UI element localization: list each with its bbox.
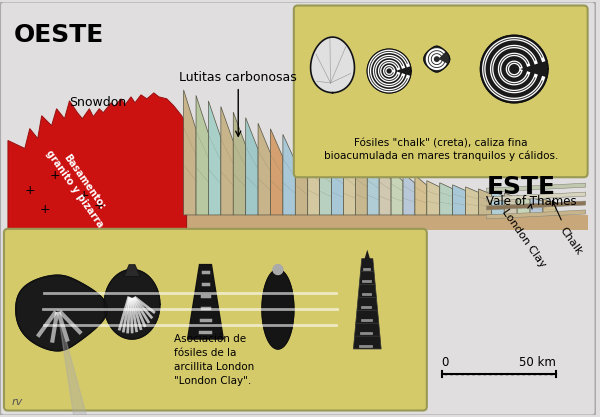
Polygon shape: [487, 183, 586, 192]
Polygon shape: [124, 264, 140, 276]
Polygon shape: [367, 49, 411, 93]
Polygon shape: [355, 323, 380, 336]
Text: 0: 0: [442, 356, 449, 369]
FancyBboxPatch shape: [294, 5, 587, 177]
Polygon shape: [358, 284, 376, 297]
Polygon shape: [487, 201, 586, 210]
Polygon shape: [491, 191, 504, 215]
Polygon shape: [517, 195, 530, 215]
Polygon shape: [353, 336, 381, 349]
Circle shape: [273, 264, 283, 274]
Polygon shape: [415, 175, 427, 215]
Polygon shape: [481, 35, 548, 103]
Polygon shape: [466, 187, 478, 215]
Polygon shape: [379, 168, 391, 215]
Polygon shape: [233, 112, 245, 215]
Polygon shape: [295, 140, 308, 215]
Polygon shape: [245, 118, 258, 215]
Polygon shape: [8, 93, 187, 230]
Text: Snowdon: Snowdon: [70, 96, 127, 109]
Polygon shape: [271, 129, 283, 215]
Polygon shape: [530, 197, 543, 215]
Polygon shape: [258, 123, 271, 215]
Polygon shape: [283, 134, 295, 215]
Text: +: +: [94, 198, 104, 211]
Polygon shape: [359, 271, 375, 284]
Polygon shape: [403, 173, 415, 215]
Polygon shape: [58, 309, 101, 417]
Polygon shape: [308, 153, 320, 215]
Polygon shape: [543, 199, 556, 215]
Polygon shape: [504, 193, 517, 215]
Polygon shape: [104, 269, 160, 339]
Polygon shape: [320, 156, 332, 215]
Text: Basamento:
granito y pizarra: Basamento: granito y pizarra: [44, 141, 115, 229]
Polygon shape: [440, 183, 452, 215]
Polygon shape: [357, 297, 377, 310]
Polygon shape: [311, 37, 355, 93]
Text: Asociación de
fósiles de la
arcillita London
"London Clay".: Asociación de fósiles de la arcillita Lo…: [174, 334, 254, 386]
Polygon shape: [452, 185, 466, 215]
Polygon shape: [196, 95, 208, 215]
Polygon shape: [364, 250, 370, 260]
Polygon shape: [8, 215, 587, 230]
Polygon shape: [355, 163, 367, 215]
Text: Chalk: Chalk: [553, 201, 584, 256]
Polygon shape: [424, 46, 449, 72]
Polygon shape: [188, 264, 223, 339]
Polygon shape: [361, 259, 374, 271]
Polygon shape: [478, 189, 491, 215]
Polygon shape: [221, 107, 233, 215]
Polygon shape: [184, 90, 196, 215]
Polygon shape: [208, 101, 221, 215]
Text: Fósiles "chalk" (creta), caliza fina
bioacumulada en mares tranquilos y cálidos.: Fósiles "chalk" (creta), caliza fina bio…: [323, 138, 558, 161]
Text: Vale of Thames: Vale of Thames: [487, 195, 577, 208]
Polygon shape: [262, 269, 294, 349]
Polygon shape: [487, 192, 586, 201]
Text: +: +: [49, 169, 60, 182]
Polygon shape: [16, 275, 107, 351]
Polygon shape: [356, 310, 379, 323]
Polygon shape: [427, 181, 440, 215]
Polygon shape: [343, 161, 355, 215]
Polygon shape: [487, 210, 586, 219]
Text: +: +: [40, 203, 50, 216]
Text: ESTE: ESTE: [487, 175, 556, 199]
Text: +: +: [25, 183, 35, 197]
Polygon shape: [367, 165, 379, 215]
Text: 50 km: 50 km: [519, 356, 556, 369]
Polygon shape: [391, 170, 403, 215]
Text: rv: rv: [12, 397, 23, 407]
Polygon shape: [332, 158, 343, 215]
Text: OESTE: OESTE: [14, 23, 104, 48]
FancyBboxPatch shape: [4, 229, 427, 410]
Text: +: +: [79, 188, 89, 201]
Text: Lutitas carbonosas: Lutitas carbonosas: [179, 71, 297, 136]
Text: London Clay: London Clay: [500, 204, 548, 269]
